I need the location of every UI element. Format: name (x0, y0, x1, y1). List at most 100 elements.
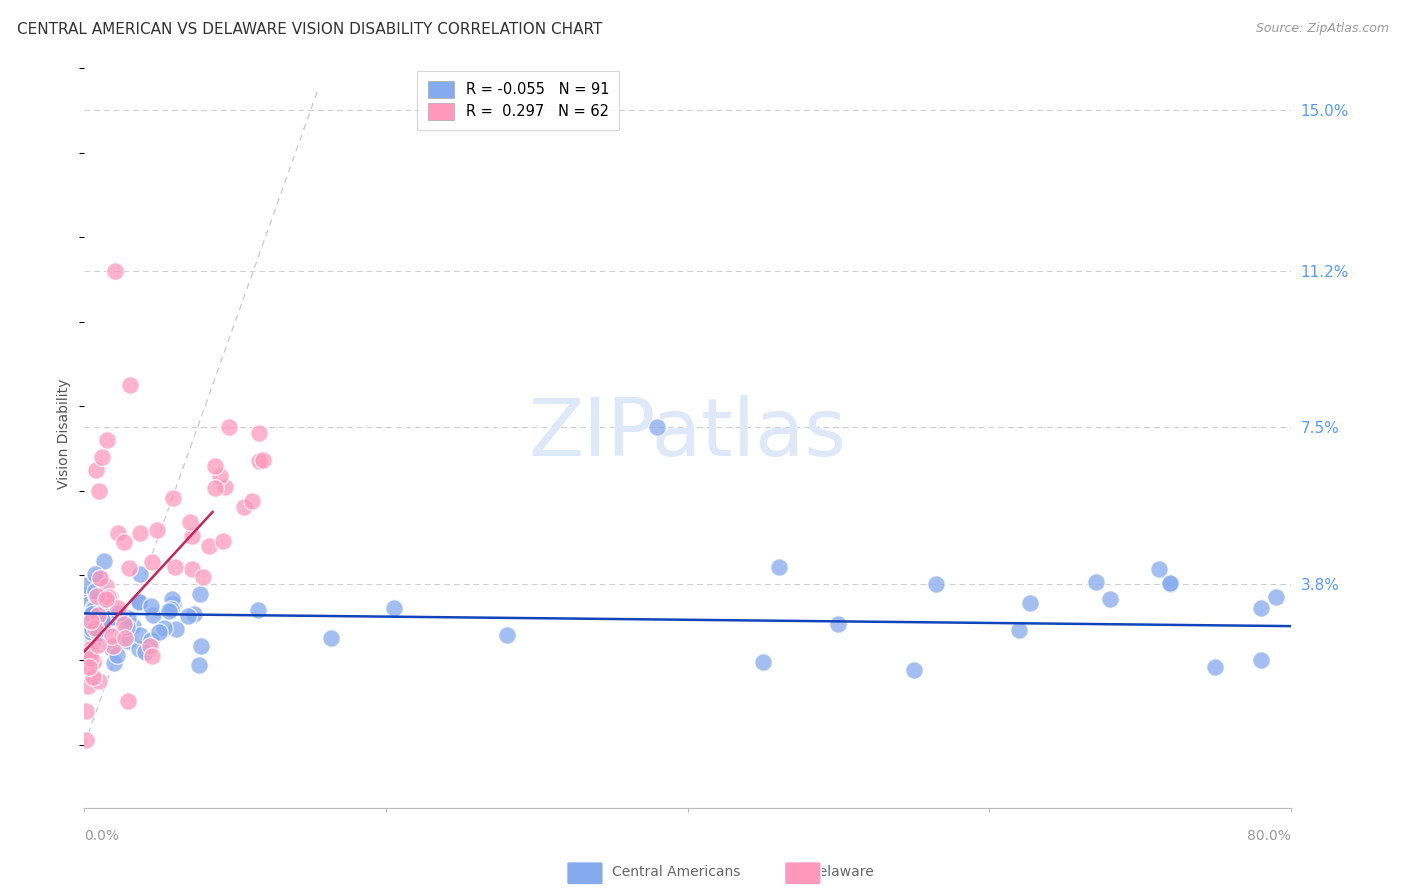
Point (252, 452, 274, 467)
Point (159, 602, 181, 616)
Point (84, 601, 107, 615)
Point (87, 607, 110, 622)
Point (128, 525, 150, 540)
Point (319, 631, 342, 645)
Point (103, 656, 125, 670)
Point (177, 609, 200, 624)
Point (77, 660, 100, 674)
Legend: R = -0.055   N = 91, R =  0.297   N = 62: R = -0.055 N = 91, R = 0.297 N = 62 (418, 70, 619, 130)
Text: 80.0%: 80.0% (1247, 829, 1291, 843)
Point (93, 618, 115, 632)
Point (80, 607, 103, 622)
Point (94, 615, 117, 630)
Point (204, 482, 226, 496)
Point (179, 515, 201, 529)
Point (94, 591, 117, 606)
Point (100, 599, 122, 613)
Point (827, 616, 849, 631)
Point (86, 463, 108, 477)
Point (117, 634, 139, 648)
Y-axis label: Vision Disability: Vision Disability (58, 378, 72, 489)
Point (148, 624, 170, 639)
Point (181, 562, 204, 576)
Point (82, 623, 104, 637)
Point (752, 656, 775, 670)
Point (82, 594, 104, 608)
Point (100, 629, 122, 643)
Point (101, 610, 124, 624)
Text: CENTRAL AMERICAN VS DELAWARE VISION DISABILITY CORRELATION CHART: CENTRAL AMERICAN VS DELAWARE VISION DISA… (17, 22, 602, 37)
Point (496, 628, 519, 642)
Point (82, 655, 104, 669)
Point (86, 592, 108, 607)
Point (382, 600, 405, 615)
Point (75, 578, 97, 592)
Point (75, 704, 97, 718)
Point (82, 603, 104, 617)
Point (86, 573, 108, 587)
Point (77, 597, 100, 611)
Point (100, 640, 122, 655)
Point (89, 574, 111, 589)
Point (129, 566, 152, 581)
Point (165, 560, 187, 574)
Point (79, 600, 101, 615)
Point (79, 607, 101, 621)
Point (1250, 653, 1272, 667)
Point (218, 419, 240, 434)
Point (128, 594, 150, 608)
Point (128, 642, 150, 657)
Point (79, 646, 101, 660)
Point (79, 642, 101, 657)
Point (84, 621, 107, 635)
Point (80, 614, 103, 628)
Point (142, 608, 165, 623)
Point (193, 570, 215, 584)
Point (79, 645, 101, 659)
Point (903, 663, 925, 677)
Point (925, 577, 948, 591)
Point (107, 600, 129, 615)
Point (1204, 659, 1226, 673)
Point (112, 534, 135, 549)
Point (86, 589, 108, 603)
Point (90, 572, 112, 586)
Point (212, 534, 235, 549)
Point (75, 733, 97, 747)
Point (83, 654, 105, 668)
Point (204, 458, 226, 473)
Point (1008, 624, 1031, 638)
Point (647, 420, 669, 434)
Point (232, 500, 254, 515)
Point (114, 631, 136, 645)
Point (115, 620, 138, 634)
Point (197, 539, 219, 553)
Point (1264, 590, 1286, 604)
Point (91, 613, 114, 627)
Point (97, 618, 120, 632)
Point (89, 673, 111, 688)
Point (247, 602, 270, 616)
Point (87, 626, 110, 640)
Point (117, 611, 139, 625)
Point (97, 591, 120, 605)
Point (87, 593, 110, 607)
Point (89, 483, 111, 498)
Point (214, 480, 236, 494)
Point (101, 639, 124, 653)
Point (87, 574, 110, 589)
Point (84, 589, 107, 603)
Point (84, 567, 107, 582)
Point (160, 591, 183, 606)
Point (117, 693, 139, 707)
Point (77, 619, 100, 633)
Point (134, 645, 156, 659)
Point (190, 639, 212, 653)
Point (84, 625, 107, 640)
Point (128, 627, 150, 641)
Point (165, 623, 187, 637)
Point (162, 597, 184, 611)
Point (93, 553, 115, 567)
Point (77, 658, 100, 673)
Point (98, 590, 121, 604)
